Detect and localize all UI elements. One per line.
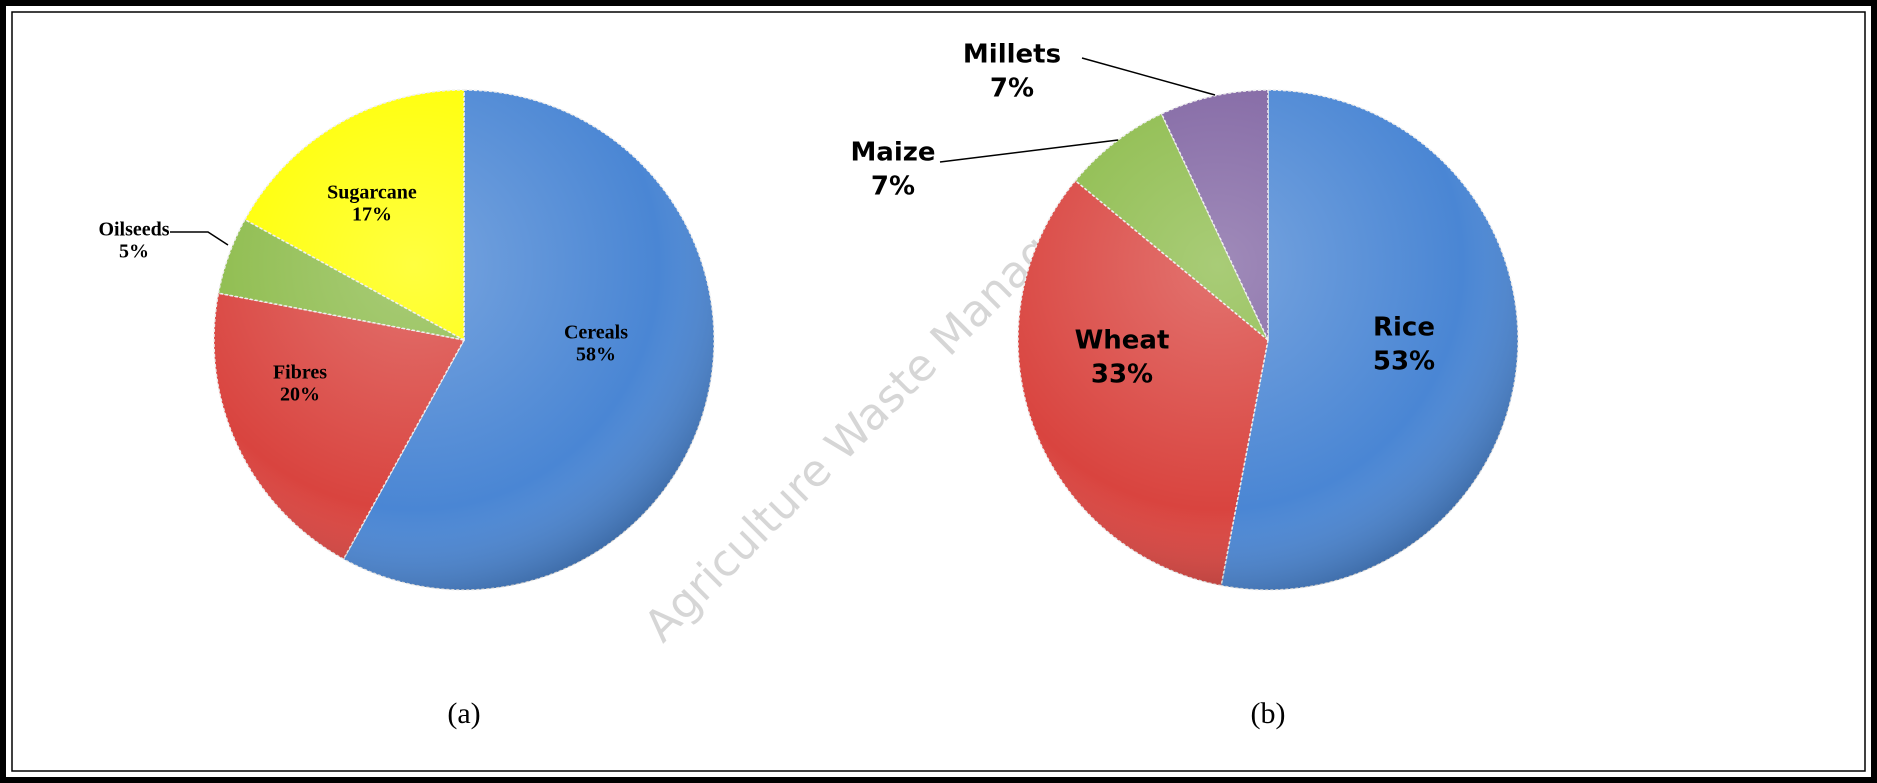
leader-line: [1081, 57, 1216, 96]
slice-value-label: 5%: [119, 241, 149, 263]
slice-value-label: 20%: [280, 384, 320, 406]
slice-label: Maize: [850, 138, 935, 168]
slice-label: Cereals: [564, 322, 628, 344]
slice-label: Millets: [963, 40, 1061, 70]
inner-frame: [11, 11, 1866, 772]
slice-value-label: 7%: [990, 74, 1034, 104]
leader-line: [939, 139, 1119, 163]
slice-value-label: 17%: [352, 204, 392, 226]
slice-value-label: 53%: [1373, 347, 1435, 377]
slice-value-label: 33%: [1091, 360, 1153, 390]
slice-label: Sugarcane: [327, 182, 417, 204]
slice-label: Rice: [1373, 313, 1435, 343]
leader-line: [170, 231, 229, 246]
slice-label: Wheat: [1075, 326, 1170, 356]
slice-value-label: 7%: [871, 172, 915, 202]
chart-caption: (b): [1251, 697, 1286, 730]
slice-label: Fibres: [273, 362, 327, 384]
chart-caption: (a): [447, 697, 480, 730]
slice-value-label: 58%: [576, 344, 616, 366]
slice-label: Oilseeds: [98, 219, 169, 241]
